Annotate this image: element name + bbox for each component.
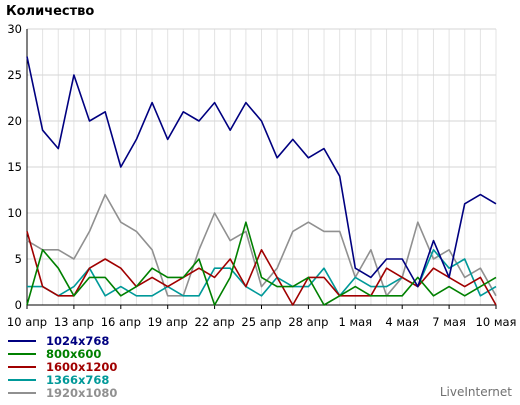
x-tick-label: 10 мая [476,315,517,329]
legend-label: 800x600 [46,346,102,361]
x-tick-label: 25 апр [241,315,281,329]
legend-label: 1920x1080 [46,385,118,400]
x-tick-label: 4 мая [385,315,419,329]
x-tick-label: 28 апр [288,315,328,329]
y-tick-label: 10 [7,206,22,220]
x-tick-label: 19 апр [148,315,188,329]
y-tick-label: 25 [7,68,22,82]
x-tick-label: 16 апр [101,315,141,329]
legend-item: 1600x1200 [8,359,118,374]
series-line-800x600 [26,221,497,306]
series-line-1920x1080 [26,193,497,297]
legend-item: 1366x768 [8,372,117,387]
legend-swatch [8,352,36,355]
legend-swatch [8,378,36,381]
y-tick-label: 20 [7,114,22,128]
legend-swatch [8,391,36,394]
x-tick-label: 13 апр [54,315,94,329]
legend-item: 1920x1080 [8,385,118,400]
y-tick-label: 15 [7,160,22,174]
chart-legend: 1024x768 800x600 1600x1200 1366x768 1920… [8,333,118,400]
legend-label: 1600x1200 [46,359,118,374]
x-tick-label: 22 апр [195,315,235,329]
legend-item: 1024x768 [8,333,117,348]
y-tick-label: 0 [15,298,22,312]
legend-swatch [8,365,36,368]
legend-label: 1024x768 [46,333,110,348]
series-line-1024x768 [26,56,497,288]
x-tick-label: 7 мая [432,315,466,329]
x-tick-label: 1 мая [338,315,372,329]
legend-label: 1366x768 [46,372,110,387]
y-tick-label: 30 [7,22,22,36]
liveinternet-brand: LiveInternet [439,385,512,399]
chart-title: Количество [6,4,95,19]
legend-item: 800x600 [8,346,117,361]
y-tick-label: 5 [15,252,22,266]
x-tick-label: 10 апр [7,315,47,329]
legend-swatch [8,339,36,342]
